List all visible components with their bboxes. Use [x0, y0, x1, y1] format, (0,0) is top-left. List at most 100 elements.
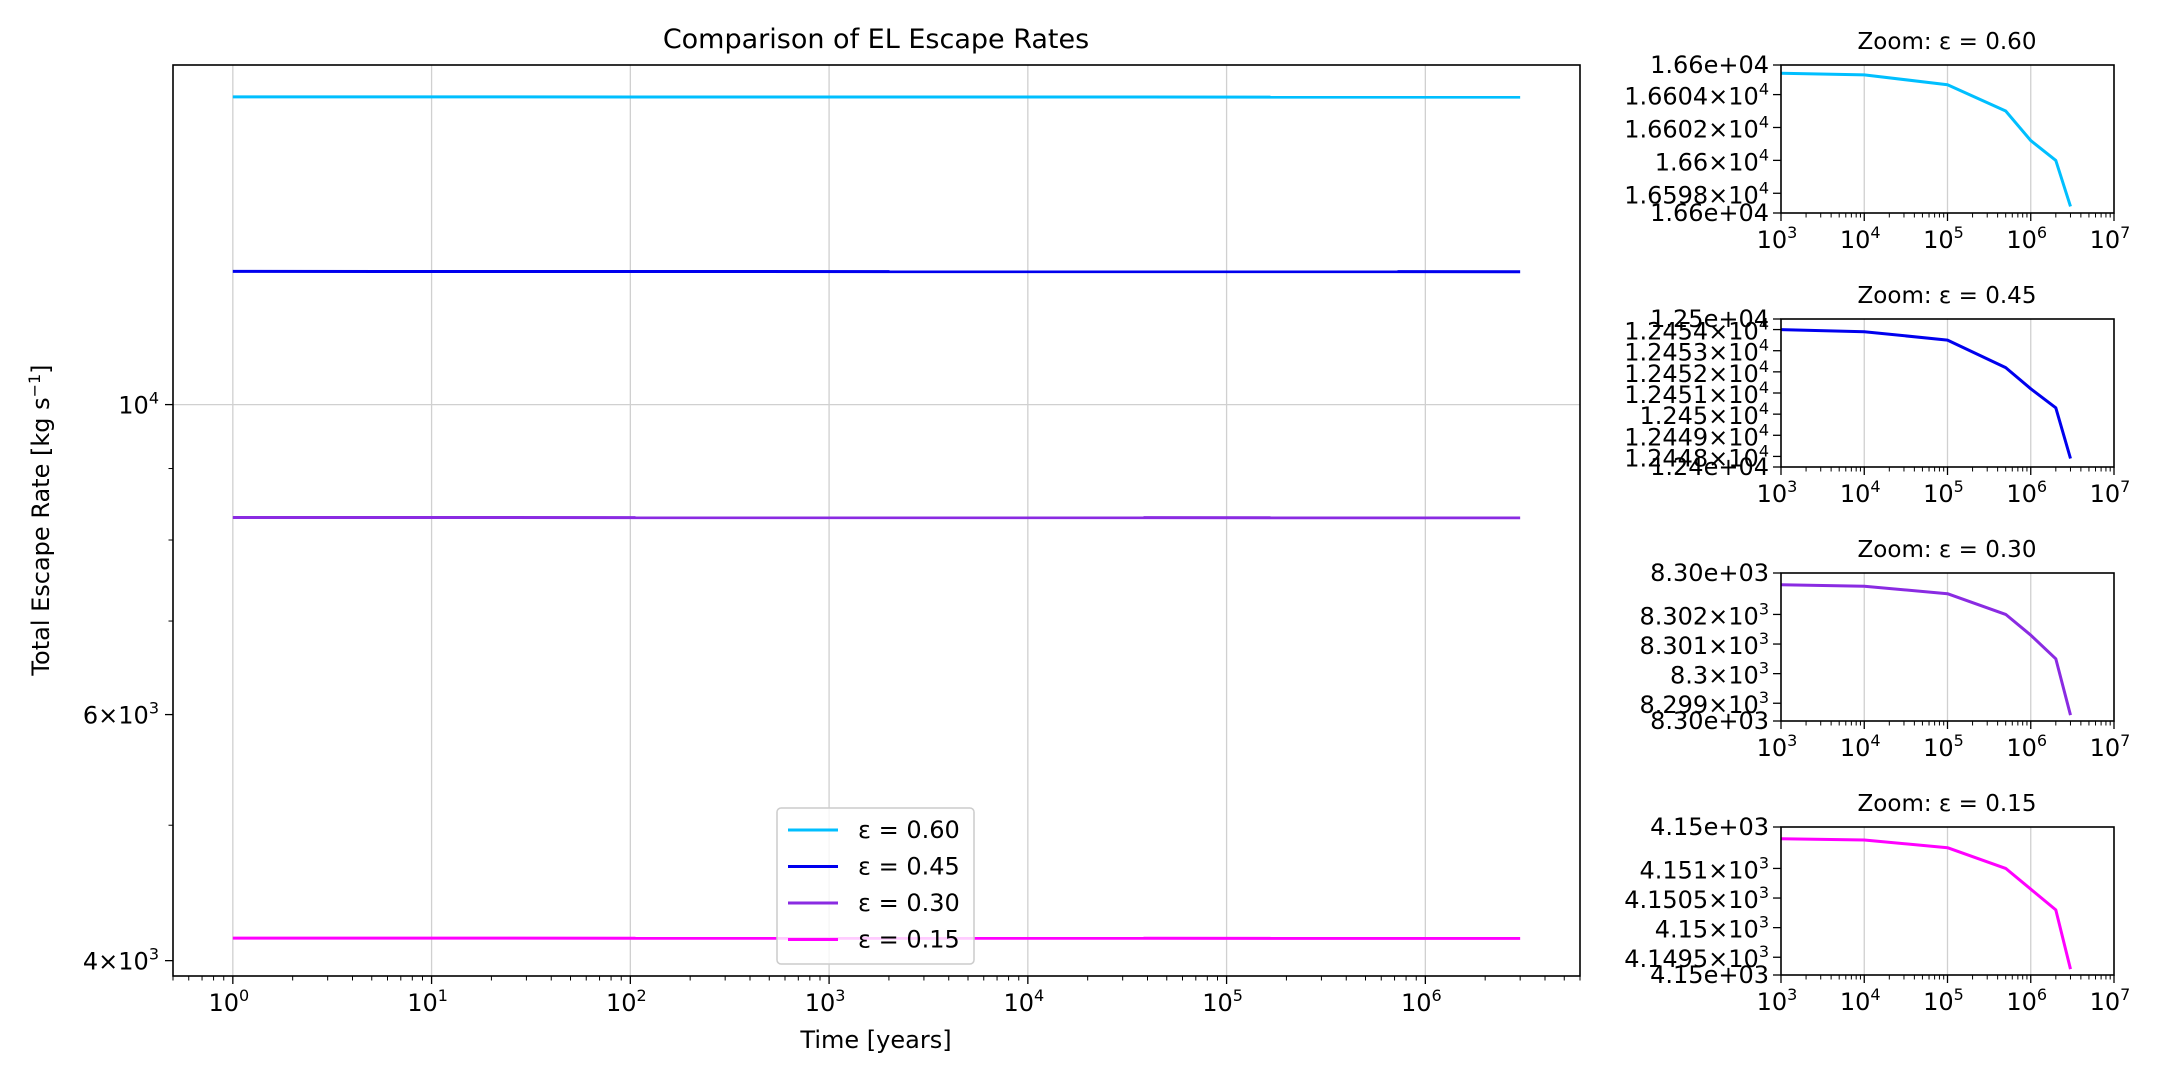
zoom-x-tick-label: 106	[2006, 731, 2047, 762]
zoom-x-tick-label: 103	[1757, 731, 1798, 762]
zoom-y-tick-label: 1.2451×104	[1624, 378, 1769, 409]
zoom-y-tick-label: 1.66e+04	[1650, 51, 1769, 79]
zoom-y-tick-label-base: 1.245×10	[1639, 402, 1758, 430]
zoom-x-tick-label-base: 10	[1757, 226, 1788, 254]
zoom-title-060: Zoom: ε = 0.60	[1858, 29, 2037, 55]
zoom-chart-045: Zoom: ε = 0.45 103 104 105 106 1071.25e+041.…	[1624, 283, 2130, 508]
zoom-y-tick-label: 8.30e+03	[1650, 559, 1769, 587]
zoom-y-tick-label-base: 8.3×10	[1670, 662, 1759, 690]
zoom-x-tick-label: 106	[2006, 477, 2047, 508]
zoom-x-tick-label-base: 10	[2090, 226, 2121, 254]
zoom-x-tick-label: 104	[1840, 477, 1881, 508]
zoom-x-tick-label: 105	[1923, 477, 1964, 508]
main-x-tick-label: 101	[407, 986, 448, 1017]
zoom-y-tick-label-exp: 3	[1759, 629, 1769, 648]
main-y-tick-label-exp: 3	[149, 945, 159, 964]
zoom-y-tick-label-base: 1.2448×10	[1624, 444, 1759, 472]
zoom-x-tick-label-exp: 7	[2120, 477, 2130, 496]
zoom-y-tick-label-base: 4.151×10	[1639, 856, 1758, 884]
zoom-x-tick-label-base: 10	[1840, 226, 1871, 254]
zoom-x-tick-label: 107	[2090, 731, 2131, 762]
legend-items: ε = 0.60 ε = 0.45 ε = 0.30 ε = 0.15	[788, 816, 960, 954]
zoom-y-tick-label-exp: 3	[1759, 688, 1769, 707]
zoom-y-tick-label: 1.245×104	[1639, 399, 1769, 430]
zoom-y-tick-label-exp: 4	[1759, 357, 1769, 376]
main-y-tick-label: 6×103	[83, 699, 159, 730]
legend-box	[776, 807, 975, 965]
zoom-y-tick-label: 1.66×104	[1655, 145, 1769, 176]
main-y-tick-label-base: 6×10	[83, 702, 149, 730]
zoom-x-tick-label-exp: 3	[1787, 477, 1797, 496]
zoom-x-tick-label-exp: 5	[1954, 985, 1964, 1004]
zoom-x-tick-label-exp: 4	[1870, 985, 1880, 1004]
zoom-y-tick-label-exp: 4	[1759, 336, 1769, 355]
zoom-x-tick-label: 103	[1757, 223, 1798, 254]
zoom-series-line	[1780, 328, 2072, 459]
zoom-y-tick-label-exp: 3	[1759, 913, 1769, 932]
zoom-x-tick-label: 104	[1840, 985, 1881, 1016]
main-y-tick-label-base: 10	[118, 392, 149, 420]
zoom-y-tick-label: 1.6602×104	[1624, 112, 1769, 143]
zoom-chart-015: Zoom: ε = 0.15 103 104 105 106 1074.15e+034.…	[1624, 791, 2130, 1016]
zoom-x-tick-label-exp: 4	[1870, 477, 1880, 496]
zoom-y-tick-label: 8.30e+03	[1650, 707, 1769, 735]
legend: ε = 0.60 ε = 0.45 ε = 0.30 ε = 0.15	[776, 807, 975, 965]
zoom-y-tick-label-base: 4.1495×10	[1624, 945, 1759, 973]
zoom-x-tick-label-exp: 4	[1870, 731, 1880, 750]
main-x-tick-label: 100	[208, 986, 249, 1017]
zoom-y-tick-label: 8.299×103	[1639, 688, 1769, 719]
main-x-tick-label: 103	[805, 986, 846, 1017]
main-y-tick-label-base: 4×10	[83, 948, 149, 976]
zoom-y-tick-label-exp: 4	[1759, 315, 1769, 334]
zoom-y-tick-label-exp: 4	[1759, 399, 1769, 418]
main-x-tick-label-exp: 0	[239, 986, 249, 1005]
zoom-x-tick-label-exp: 6	[2037, 477, 2047, 496]
zoom-y-tick-label-exp: 4	[1759, 145, 1769, 164]
zoom-y-tick-label-base: 8.301×10	[1639, 632, 1758, 660]
zoom-y-tick-label-base: 1.2449×10	[1624, 423, 1759, 451]
zoom-y-tick-label-exp: 3	[1759, 853, 1769, 872]
zoom-x-tick-label: 104	[1840, 731, 1881, 762]
zoom-y-tick-label: 4.151×103	[1639, 853, 1769, 884]
main-title: Comparison of EL Escape Rates	[663, 24, 1089, 55]
zoom-x-tick-label-exp: 4	[1870, 223, 1880, 242]
zoom-y-tick-label-base: 8.299×10	[1639, 691, 1758, 719]
zoom-y-tick-label-exp: 3	[1759, 883, 1769, 902]
zoom-x-tick-label-exp: 7	[2120, 731, 2130, 750]
zoom-x-tick-label: 104	[1840, 223, 1881, 254]
zoom-y-tick-label: 4.1505×103	[1624, 883, 1769, 914]
main-x-tick-label: 102	[606, 986, 647, 1017]
zoom-x-tick-label: 105	[1923, 223, 1964, 254]
zoom-x-tick-label-exp: 5	[1954, 731, 1964, 750]
zoom-title-030: Zoom: ε = 0.30	[1858, 537, 2037, 563]
zoom-y-tick-label-base: 4.1505×10	[1624, 886, 1759, 914]
y-label-text: Total Escape Rate [kg s	[27, 397, 55, 676]
zoom-y-tick-label-base: 1.2452×10	[1624, 360, 1759, 388]
main-x-tick-label: 104	[1003, 986, 1044, 1017]
zoom-x-tick-label-base: 10	[2090, 734, 2121, 762]
main-y-axis-label: Total Escape Rate [kg s−1]	[25, 364, 55, 676]
zoom-x-tick-label: 103	[1757, 477, 1798, 508]
zoom-y-tick-label: 8.3×103	[1670, 659, 1769, 690]
main-y-tick-label-exp: 4	[149, 389, 159, 408]
zoom-y-tick-label-base: 1.6604×10	[1624, 83, 1759, 111]
main-plot-frame	[172, 64, 1581, 977]
main-y-tick-label: 4×103	[83, 945, 159, 976]
main-x-tick-label-exp: 3	[835, 986, 845, 1005]
main-y-tick-label: 104	[118, 389, 159, 420]
zoom-y-tick-label: 1.2454×104	[1624, 315, 1769, 346]
zoom-title-015: Zoom: ε = 0.15	[1858, 791, 2037, 817]
zoom-x-tick-label-exp: 3	[1787, 731, 1797, 750]
zoom-y-tick-label-exp: 4	[1759, 112, 1769, 131]
zoom-y-tick-label: 4.1495×103	[1624, 942, 1769, 973]
zoom-x-tick-label-base: 10	[2006, 226, 2037, 254]
legend-label-1: ε = 0.45	[858, 853, 960, 881]
main-y-tick-label-exp: 3	[149, 699, 159, 718]
zoom-series-line	[1780, 71, 2072, 207]
zoom-x-tick-label-base: 10	[1923, 988, 1954, 1016]
legend-label-3: ε = 0.15	[858, 926, 960, 954]
y-label-close: ]	[27, 364, 55, 373]
